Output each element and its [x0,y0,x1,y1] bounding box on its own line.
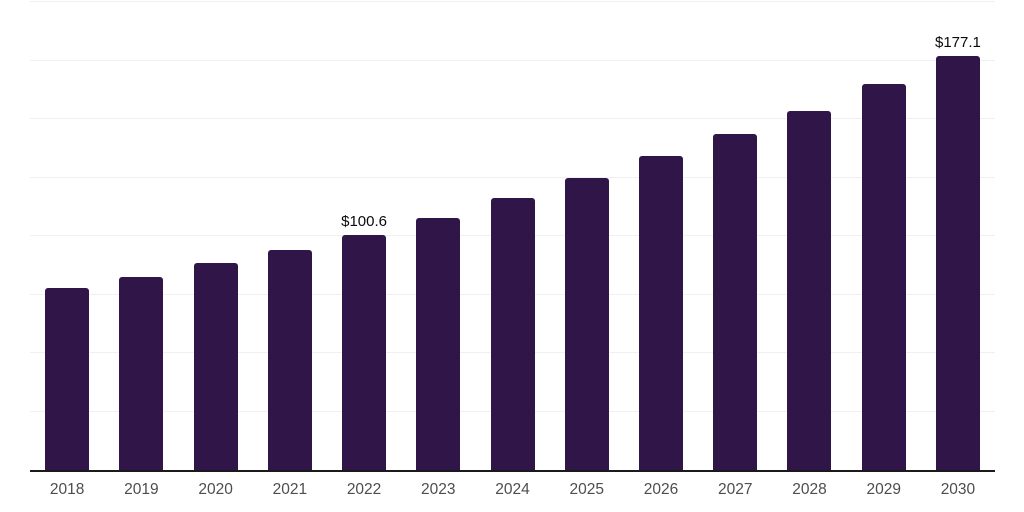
x-tick-2022: 2022 [346,481,382,498]
bar-2027 [713,133,758,470]
x-tick-2019: 2019 [124,481,159,498]
bar-slot-2018 [30,2,104,470]
x-tick-2027: 2027 [717,481,753,498]
bar-2023 [416,217,461,470]
bars-row: $100.6 $177.1 [30,2,995,470]
x-tick-2023: 2023 [421,481,456,498]
x-axis: 2018 2019 2020 2021 2022 2023 2024 2025 2026 2027… [30,481,995,499]
bar-2021 [267,249,312,470]
bar-2024 [490,197,535,470]
x-tick-2018: 2018 [49,481,85,498]
bar-slot-2030: $177.1 [921,2,995,470]
bar-slot-2022: $100.6 [327,2,401,470]
gridline-200 [30,1,995,2]
bar-slot-2026 [624,2,698,470]
bar-2030 [935,55,980,470]
gridline-150 [30,118,995,119]
x-tick-2028: 2028 [792,481,827,498]
bar-2028 [787,110,832,470]
bar-2025 [564,177,609,470]
bar-slot-2023 [401,2,475,470]
x-tick-2024: 2024 [495,481,530,498]
x-tick-2030: 2030 [940,481,976,498]
bar-2022 [342,234,387,470]
value-label-2030: $177.1 [934,33,981,51]
bar-2019 [119,277,164,470]
x-tick-2020: 2020 [198,481,233,498]
bar-slot-2025 [550,2,624,470]
bar-slot-2020 [178,2,252,470]
bar-2026 [638,155,683,470]
gridline-125 [30,176,995,178]
x-tick-2021: 2021 [272,481,308,498]
x-tick-2025: 2025 [569,481,604,498]
x-tick-2029: 2029 [866,481,901,498]
plot-area: $100.6 $177.1 [30,1,995,472]
bar-slot-2028 [772,2,846,470]
gridline-175 [30,59,995,61]
bar-slot-2021 [253,2,327,470]
bar-2020 [193,263,238,470]
bar-slot-2024 [475,2,549,470]
bar-2018 [45,288,90,470]
bar-slot-2019 [104,2,178,470]
bar-2029 [861,83,906,470]
x-tick-2026: 2026 [643,481,679,498]
bar-slot-2029 [847,2,921,470]
value-label-2022: $100.6 [341,212,387,230]
bar-slot-2027 [698,2,772,470]
